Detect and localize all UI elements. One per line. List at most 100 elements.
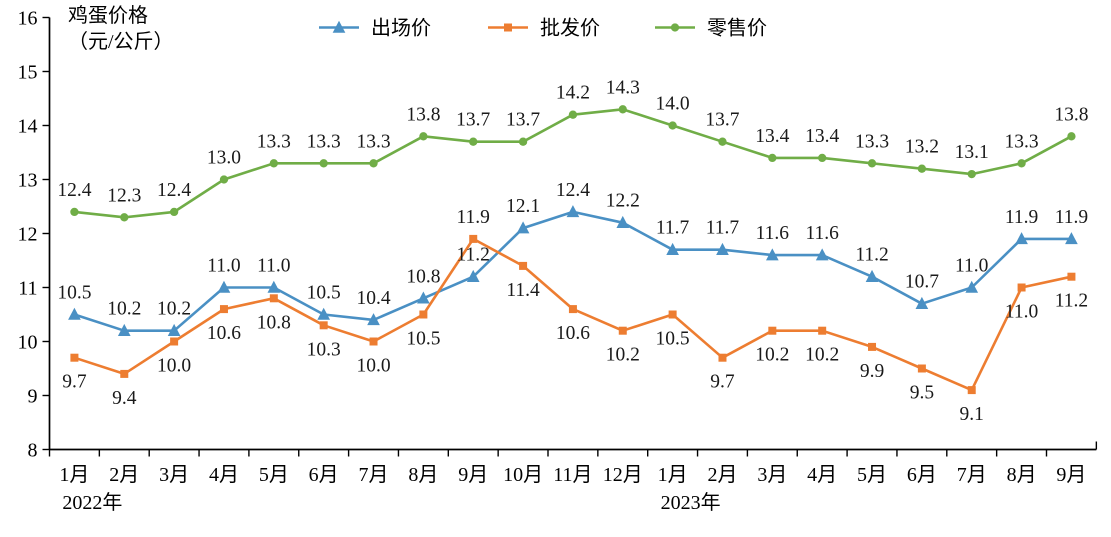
svg-text:12.4: 12.4: [57, 180, 91, 201]
svg-text:2022年: 2022年: [62, 491, 122, 514]
svg-text:13.2: 13.2: [905, 137, 939, 158]
svg-text:10.5: 10.5: [57, 283, 91, 304]
svg-text:13.7: 13.7: [705, 110, 739, 131]
svg-text:11.9: 11.9: [1055, 207, 1088, 228]
svg-text:13.4: 13.4: [805, 126, 839, 147]
svg-text:9.7: 9.7: [62, 372, 87, 393]
svg-text:11.0: 11.0: [1005, 302, 1038, 323]
svg-text:13.8: 13.8: [1054, 104, 1088, 125]
svg-text:11.9: 11.9: [457, 207, 490, 228]
svg-text:12.2: 12.2: [606, 191, 640, 212]
svg-text:9月: 9月: [1056, 464, 1086, 486]
svg-text:9月: 9月: [458, 464, 488, 486]
svg-text:13.3: 13.3: [257, 131, 291, 152]
svg-text:10.4: 10.4: [356, 288, 390, 309]
svg-text:4月: 4月: [209, 464, 239, 486]
svg-text:11.0: 11.0: [207, 256, 240, 277]
svg-text:13.1: 13.1: [955, 142, 989, 163]
svg-text:7月: 7月: [359, 464, 389, 486]
svg-text:11.0: 11.0: [257, 256, 290, 277]
svg-text:8: 8: [28, 440, 38, 462]
svg-text:13.3: 13.3: [307, 131, 341, 152]
svg-text:3月: 3月: [159, 464, 189, 486]
svg-text:8月: 8月: [1007, 464, 1037, 486]
svg-text:4月: 4月: [807, 464, 837, 486]
svg-text:11.2: 11.2: [1055, 291, 1088, 312]
svg-text:10.8: 10.8: [406, 266, 440, 287]
svg-text:10.6: 10.6: [207, 323, 241, 344]
svg-text:10.2: 10.2: [157, 299, 191, 320]
svg-text:13.8: 13.8: [406, 104, 440, 125]
svg-text:10.3: 10.3: [307, 339, 341, 360]
svg-text:13.0: 13.0: [207, 148, 241, 169]
svg-text:14.3: 14.3: [606, 77, 640, 98]
svg-text:（元/公斤）: （元/公斤）: [68, 30, 174, 53]
svg-text:13.7: 13.7: [456, 110, 490, 131]
svg-text:11月: 11月: [553, 464, 592, 486]
svg-text:3月: 3月: [757, 464, 787, 486]
svg-text:出场价: 出场价: [371, 17, 431, 40]
svg-text:2月: 2月: [707, 464, 737, 486]
svg-text:9.5: 9.5: [910, 383, 934, 404]
svg-text:1月: 1月: [59, 464, 89, 486]
svg-text:10.6: 10.6: [556, 323, 590, 344]
svg-text:11.0: 11.0: [955, 256, 988, 277]
svg-text:10.5: 10.5: [406, 329, 440, 350]
svg-text:10.5: 10.5: [307, 283, 341, 304]
svg-text:11.6: 11.6: [805, 223, 839, 244]
svg-text:13.3: 13.3: [356, 131, 390, 152]
svg-text:13.4: 13.4: [755, 126, 789, 147]
svg-text:10.2: 10.2: [755, 345, 789, 366]
svg-text:13.7: 13.7: [506, 110, 540, 131]
svg-text:10.7: 10.7: [905, 272, 939, 293]
svg-text:2月: 2月: [109, 464, 139, 486]
svg-text:10.2: 10.2: [107, 299, 141, 320]
svg-text:零售价: 零售价: [707, 17, 767, 40]
svg-text:16: 16: [18, 8, 38, 30]
svg-text:11.7: 11.7: [706, 218, 740, 239]
svg-text:10.2: 10.2: [805, 345, 839, 366]
svg-text:10.0: 10.0: [356, 356, 390, 377]
svg-text:10.0: 10.0: [157, 356, 191, 377]
svg-text:11.7: 11.7: [656, 218, 690, 239]
svg-text:11.2: 11.2: [457, 245, 490, 266]
svg-text:9.9: 9.9: [860, 361, 884, 382]
svg-text:12.1: 12.1: [506, 196, 540, 217]
svg-text:10.5: 10.5: [656, 329, 690, 350]
svg-text:13.3: 13.3: [1005, 131, 1039, 152]
svg-text:14.0: 14.0: [656, 94, 690, 115]
svg-text:批发价: 批发价: [540, 17, 600, 40]
svg-text:5月: 5月: [857, 464, 887, 486]
svg-text:11.9: 11.9: [1005, 207, 1038, 228]
svg-text:12.4: 12.4: [556, 180, 590, 201]
svg-text:9.7: 9.7: [710, 372, 735, 393]
svg-text:13.3: 13.3: [855, 131, 889, 152]
svg-text:11: 11: [18, 278, 37, 300]
svg-text:8月: 8月: [408, 464, 438, 486]
svg-text:12.3: 12.3: [107, 185, 141, 206]
svg-text:10.2: 10.2: [606, 345, 640, 366]
svg-text:9.1: 9.1: [960, 404, 984, 425]
svg-text:5月: 5月: [259, 464, 289, 486]
svg-text:13: 13: [18, 170, 38, 192]
svg-text:12: 12: [18, 224, 38, 246]
svg-text:6月: 6月: [309, 464, 339, 486]
svg-text:12月: 12月: [603, 464, 643, 486]
svg-text:2023年: 2023年: [661, 491, 721, 514]
svg-text:14: 14: [18, 116, 38, 138]
svg-text:6月: 6月: [907, 464, 937, 486]
svg-text:10月: 10月: [503, 464, 543, 486]
svg-text:10: 10: [18, 332, 38, 354]
svg-text:1月: 1月: [658, 464, 688, 486]
svg-text:11.4: 11.4: [506, 280, 540, 301]
svg-text:11.2: 11.2: [855, 245, 888, 266]
svg-text:9: 9: [28, 386, 38, 408]
svg-text:10.8: 10.8: [257, 312, 291, 333]
svg-text:鸡蛋价格: 鸡蛋价格: [68, 4, 148, 27]
svg-text:15: 15: [18, 62, 38, 84]
svg-text:9.4: 9.4: [112, 388, 137, 409]
svg-text:7月: 7月: [957, 464, 987, 486]
svg-text:12.4: 12.4: [157, 180, 191, 201]
svg-text:14.2: 14.2: [556, 83, 590, 104]
svg-text:11.6: 11.6: [756, 223, 790, 244]
